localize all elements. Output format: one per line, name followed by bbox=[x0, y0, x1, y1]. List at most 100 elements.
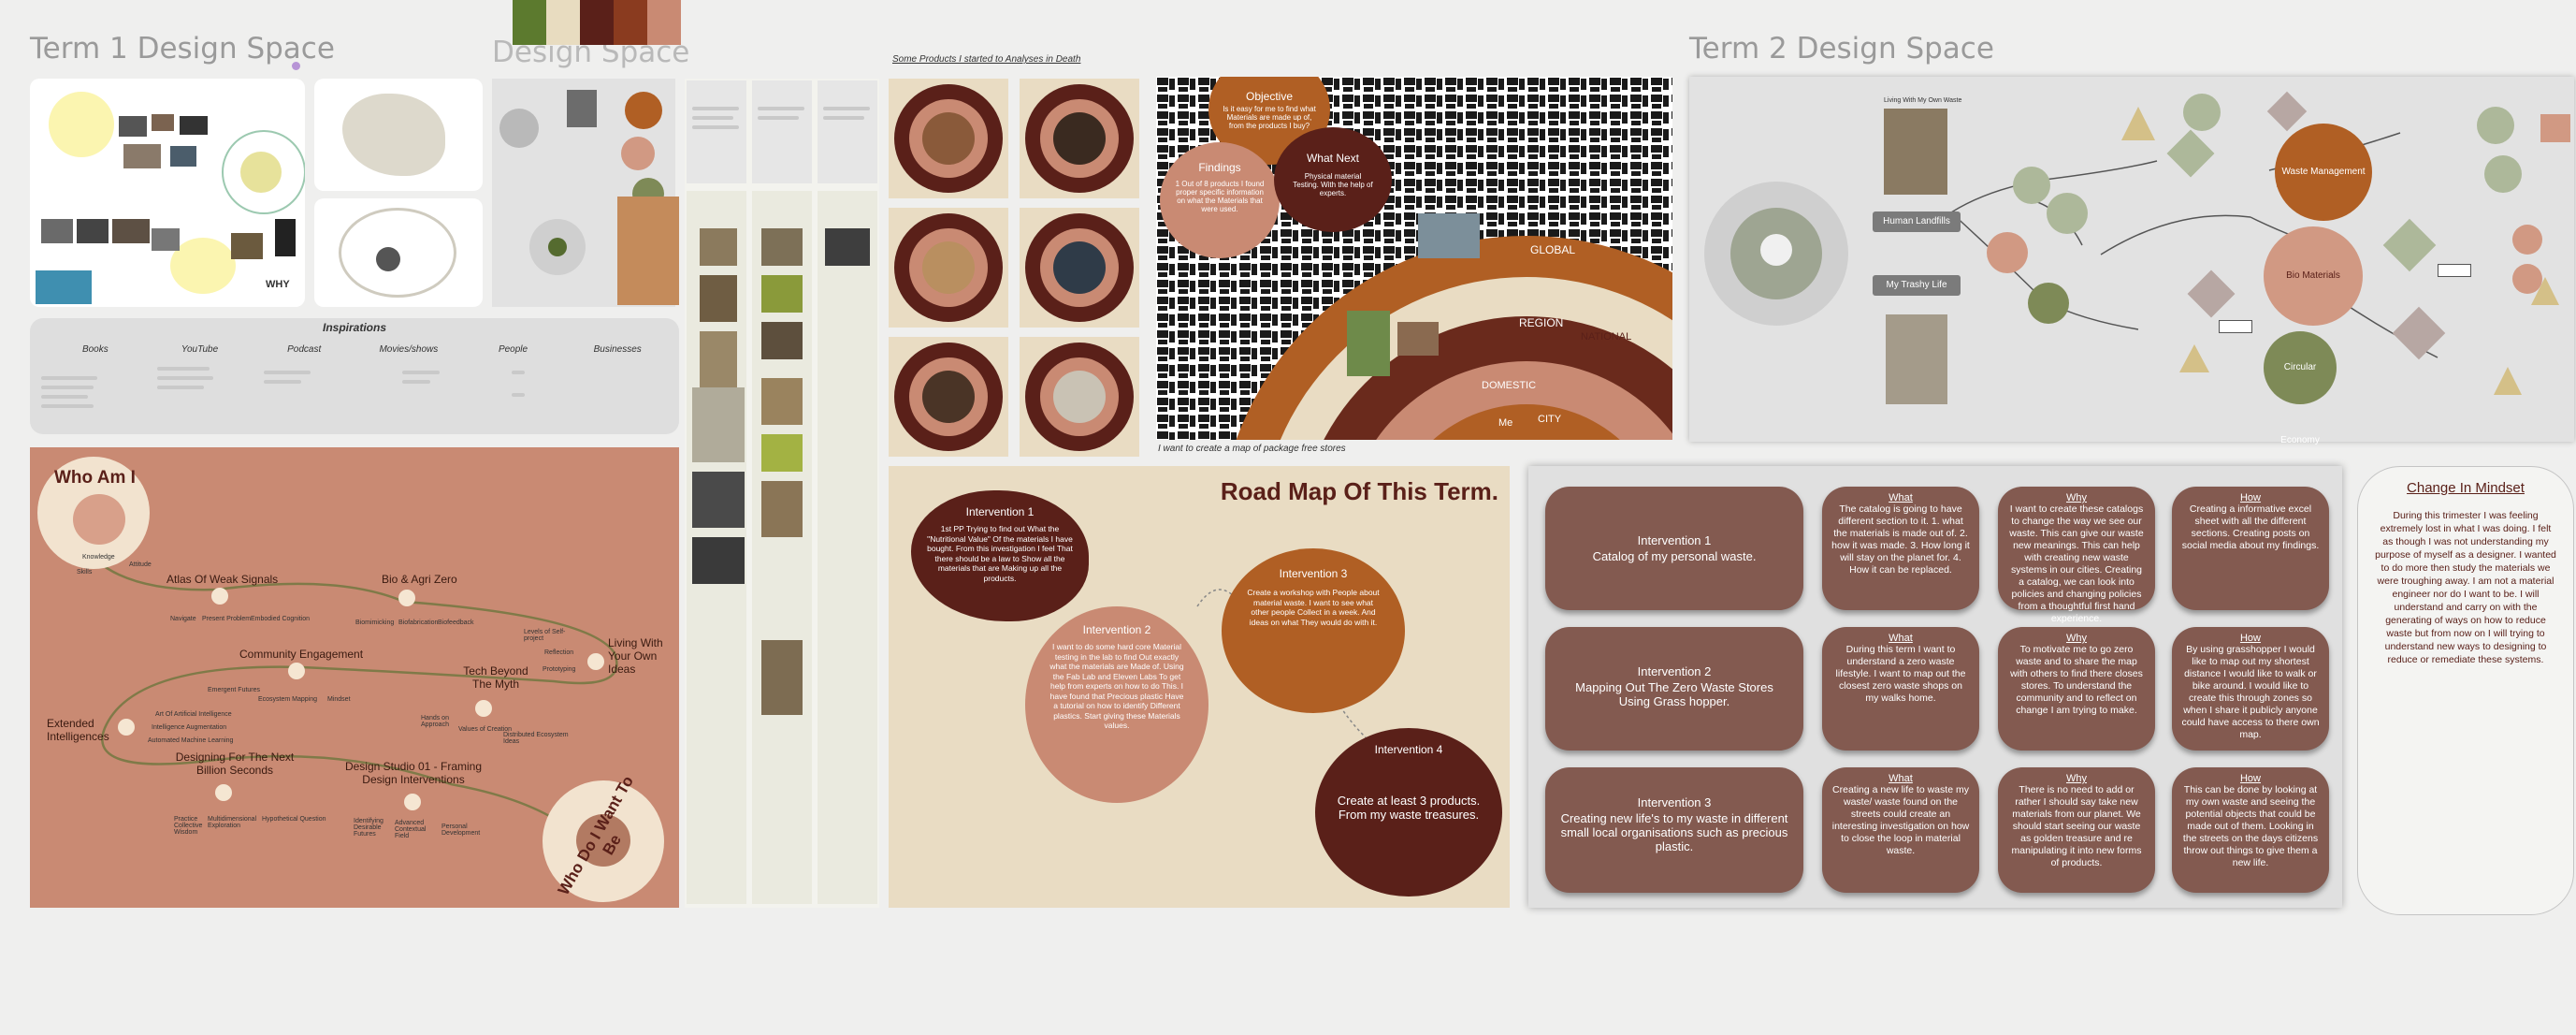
intervention-4-title: Intervention 4 bbox=[1374, 743, 1443, 756]
bubble-green bbox=[2477, 107, 2514, 144]
what-header: What bbox=[1889, 773, 1913, 784]
node-atlas-of-weak-signals[interactable]: Atlas Of Weak Signals bbox=[166, 573, 279, 586]
intervention-1-why-box[interactable]: Why I want to create these catalogs to c… bbox=[1998, 487, 2155, 624]
text-line bbox=[41, 395, 88, 399]
label-multidimensional-exploration: Multidimensional Exploration bbox=[208, 816, 257, 829]
term2-mindmap-panel[interactable]: Living With My Own Waste Human Landfills… bbox=[1689, 77, 2574, 445]
text-line bbox=[41, 386, 94, 389]
who-am-i-title: Who Am I bbox=[54, 468, 136, 488]
node-living-with-your-own-ideas[interactable]: Living With Your Own Ideas bbox=[608, 636, 663, 676]
node-dot bbox=[475, 700, 492, 717]
mindset-title: Change In Mindset bbox=[2407, 480, 2525, 496]
intervention-3-why-box[interactable]: Why There is no need to add or rather I … bbox=[1998, 767, 2155, 893]
label-ecosystem-mapping: Ecosystem Mapping bbox=[258, 696, 318, 703]
node-community-engagement[interactable]: Community Engagement bbox=[239, 648, 364, 661]
my-trashy-life-tag[interactable]: My Trashy Life bbox=[1873, 275, 1961, 296]
label-mindset: Mindset bbox=[327, 696, 351, 703]
what-next-bubble[interactable]: What Next Physical material Testing. Wit… bbox=[1274, 127, 1392, 232]
label-emergent-futures: Emergent Futures bbox=[208, 687, 261, 693]
text-line bbox=[157, 367, 210, 371]
who-am-i-panel[interactable]: Who Am I Knowledge Attitude Skills Atlas… bbox=[30, 447, 679, 908]
label-biofabrication: Biofabrication bbox=[398, 620, 439, 626]
text-line bbox=[758, 116, 799, 120]
node-extended-intelligences[interactable]: Extended Intelligences bbox=[47, 717, 109, 743]
intervention-2-why: To motivate me to go zero waste and to s… bbox=[2010, 644, 2143, 716]
product-card[interactable] bbox=[1020, 337, 1139, 457]
intervention-2-how: By using grasshopper I would like to map… bbox=[2181, 644, 2320, 740]
thumbnail bbox=[567, 90, 597, 127]
product-card[interactable] bbox=[1020, 208, 1139, 328]
thumbnail bbox=[275, 219, 296, 256]
intervention-3-blob[interactable]: Intervention 3 Create a workshop with Pe… bbox=[1222, 548, 1405, 713]
node-designing-for-next-billion-seconds[interactable]: Designing For The Next Billion Seconds bbox=[175, 751, 295, 777]
intervention-1-blob[interactable]: Intervention 1 1st PP Trying to find out… bbox=[911, 490, 1089, 621]
node-design-studio-01[interactable]: Design Studio 01 - Framing Design Interv… bbox=[344, 760, 483, 786]
strip-header bbox=[687, 80, 746, 183]
waste-management-circle[interactable]: Waste Management bbox=[2275, 124, 2372, 221]
intervention-4-blob[interactable]: Intervention 4 Create at least 3 product… bbox=[1315, 728, 1502, 897]
node-dot bbox=[398, 590, 415, 606]
bio-materials-circle[interactable]: Bio Materials bbox=[2264, 226, 2363, 326]
product-card[interactable] bbox=[889, 79, 1008, 198]
intervention-3-title: Intervention 3 bbox=[1279, 567, 1348, 580]
circular-economy-circle[interactable]: Circular Economy bbox=[2264, 331, 2337, 445]
intervention-1-what-box[interactable]: What The catalog is going to have differ… bbox=[1822, 487, 1979, 610]
what-next-title: What Next bbox=[1306, 152, 1359, 165]
intervention-1-how-box[interactable]: How Creating a informative excel sheet w… bbox=[2172, 487, 2329, 610]
photo bbox=[692, 472, 745, 528]
swatch-rust bbox=[614, 0, 647, 45]
intervention-2-title-box[interactable]: Intervention 2 Mapping Out The Zero Wast… bbox=[1545, 627, 1803, 751]
label-biomimicking: Biomimicking bbox=[355, 620, 395, 626]
why-label: WHY bbox=[266, 279, 290, 290]
photo bbox=[761, 322, 803, 359]
roadmap-panel[interactable]: Road Map Of This Term. Intervention 1 1s… bbox=[889, 466, 1510, 908]
intervention-2-why-box[interactable]: Why To motivate me to go zero waste and … bbox=[1998, 627, 2155, 751]
inspirations-panel[interactable]: Inspirations Books YouTube Podcast Movie… bbox=[30, 318, 679, 434]
node-bio-agri-zero[interactable]: Bio & Agri Zero bbox=[382, 573, 457, 586]
map-thumbnail-2[interactable] bbox=[314, 198, 483, 307]
interventions-grid-panel[interactable]: Intervention 1 Catalog of my personal wa… bbox=[1528, 466, 2342, 908]
node-tech-beyond-the-myth[interactable]: Tech Beyond The Myth bbox=[463, 664, 528, 691]
intervention-3-how-box[interactable]: How This can be done by looking at my ow… bbox=[2172, 767, 2329, 893]
intervention-4-text: Create at least 3 products. From my wast… bbox=[1337, 794, 1481, 822]
human-landfills-tag[interactable]: Human Landfills bbox=[1873, 211, 1961, 232]
strip-column bbox=[818, 191, 877, 904]
mindset-panel[interactable]: Change In Mindset During this trimester … bbox=[2357, 466, 2574, 915]
text-line bbox=[758, 107, 804, 110]
intervention-1-sub: Catalog of my personal waste. bbox=[1592, 549, 1757, 563]
strip-panel[interactable] bbox=[685, 79, 879, 908]
map-shape bbox=[339, 208, 456, 298]
intervention-2-what-box[interactable]: What During this term I want to understa… bbox=[1822, 627, 1979, 751]
text-line bbox=[512, 371, 525, 374]
product-card[interactable] bbox=[1020, 79, 1139, 198]
map-thumbnail-1[interactable] bbox=[314, 79, 483, 191]
intervention-1-title-box[interactable]: Intervention 1 Catalog of my personal wa… bbox=[1545, 487, 1803, 610]
term2-title: Term 2 Design Space bbox=[1689, 32, 1994, 66]
findings-bubble[interactable]: Findings 1 Out of 8 products I found pro… bbox=[1160, 142, 1280, 258]
product-card[interactable] bbox=[889, 337, 1008, 457]
bubble-green bbox=[2013, 167, 2050, 204]
product-card[interactable] bbox=[889, 208, 1008, 328]
term1-title: Term 1 Design Space bbox=[30, 32, 335, 66]
products-grid[interactable] bbox=[889, 79, 1139, 459]
label-practice-collective-wisdom: Practice Collective Wisdom bbox=[174, 816, 203, 836]
city-map-panel[interactable]: GLOBAL REGION NATIONAL DOMESTIC CITY Me … bbox=[1156, 77, 1672, 440]
product-photo bbox=[922, 371, 975, 423]
thumbnail bbox=[152, 228, 180, 251]
intervention-2-what: During this term I want to understand a … bbox=[1835, 644, 1966, 704]
photo bbox=[700, 228, 737, 266]
thumbnail bbox=[112, 219, 150, 243]
intervention-3-what-box[interactable]: What Creating a new life to waste my was… bbox=[1822, 767, 1979, 893]
intervention-2-text: I want to do some hard core Material tes… bbox=[1049, 642, 1184, 730]
label-identifying-desirable-futures: Identifying Desirable Futures bbox=[354, 818, 384, 838]
term1-moodboard[interactable]: WHY bbox=[30, 79, 305, 307]
intervention-2-blob[interactable]: Intervention 2 I want to do some hard co… bbox=[1025, 606, 1208, 803]
intervention-3-title-box[interactable]: Intervention 3 Creating new life's to my… bbox=[1545, 767, 1803, 893]
text-line bbox=[41, 376, 97, 380]
how-header: How bbox=[2239, 633, 2261, 644]
color-palette bbox=[513, 0, 681, 45]
highlight-circle bbox=[170, 238, 236, 294]
ring-region: REGION bbox=[1519, 316, 1564, 329]
intervention-2-how-box[interactable]: How By using grasshopper I would like to… bbox=[2172, 627, 2329, 751]
ring-global: GLOBAL bbox=[1530, 243, 1576, 256]
